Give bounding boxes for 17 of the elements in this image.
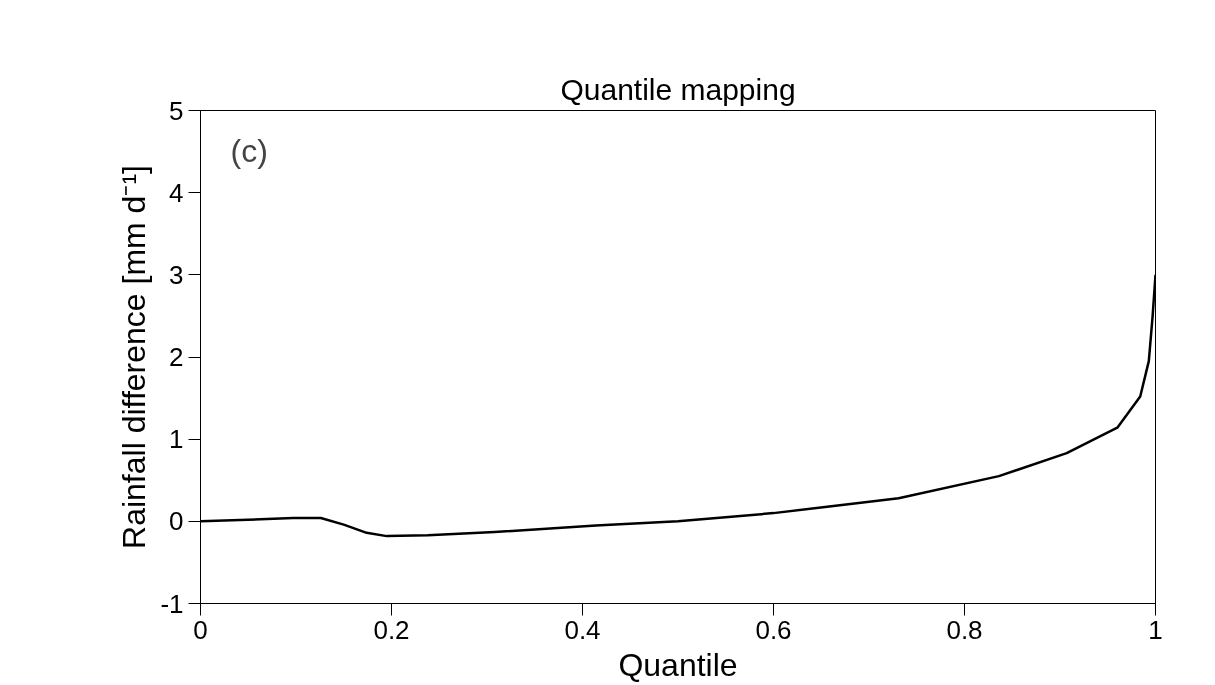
- x-tick-label: 0: [193, 614, 208, 645]
- x-tick-label: 1: [1148, 614, 1163, 645]
- x-tick-label: 0.4: [564, 614, 601, 645]
- y-tick-label: 0: [169, 506, 184, 537]
- chart-title: Quantile mapping: [560, 72, 796, 106]
- y-tick-label: 2: [169, 342, 184, 372]
- x-tick-label: 0.8: [946, 614, 983, 645]
- y-tick-label: -1: [160, 588, 184, 619]
- y-tick-label: 5: [169, 95, 184, 126]
- x-tick-label: 0.2: [373, 614, 410, 645]
- x-tick-label: 0.6: [755, 614, 792, 645]
- y-axis-title: Rainfall difference [mm d⁻¹]: [116, 165, 153, 549]
- y-tick-label: 3: [169, 259, 184, 290]
- y-tick-label: 4: [169, 177, 184, 208]
- x-axis-title: Quantile: [618, 646, 738, 683]
- y-tick-label: 1: [169, 424, 184, 455]
- annotation: (c): [230, 132, 268, 169]
